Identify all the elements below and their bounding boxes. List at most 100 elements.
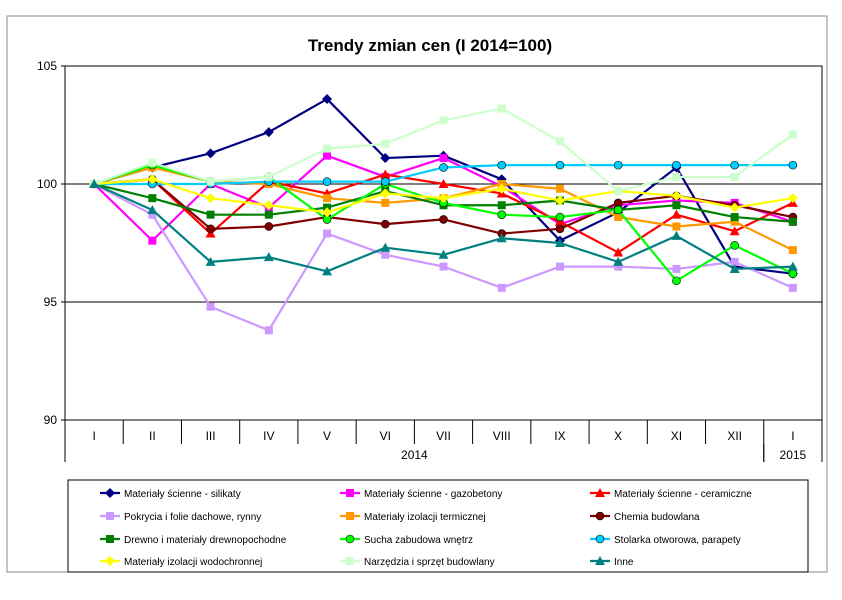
- data-point-0-3: [263, 127, 274, 138]
- data-point-3-4: [323, 229, 332, 238]
- data-point-10-8: [555, 137, 564, 146]
- legend-label-2: Materiały ścienne - ceramiczne: [614, 489, 752, 500]
- data-point-0-2: [205, 148, 216, 159]
- x-tick-label-5: VI: [380, 429, 391, 443]
- x-tick-label-4: V: [323, 429, 331, 443]
- legend-swatch-marker-2: [595, 488, 605, 497]
- data-point-5-6: [439, 215, 448, 224]
- x-tick-label-11: XII: [727, 429, 742, 443]
- legend-item-0: Materiały ścienne - silikaty: [100, 488, 241, 500]
- data-point-9-11: [729, 202, 740, 213]
- data-point-8-10: [672, 160, 681, 170]
- legend-label-5: Chemia budowlana: [614, 512, 700, 523]
- data-point-5-5: [380, 219, 390, 229]
- data-point-11-6: [438, 249, 449, 259]
- year-label-1: 2015: [780, 448, 807, 462]
- data-point-6-12: [788, 217, 797, 226]
- data-point-7-8: [555, 212, 565, 222]
- data-point-1-4: [323, 151, 332, 160]
- data-point-9-1: [147, 174, 158, 185]
- y-tick-label-0: 90: [44, 413, 58, 427]
- data-point-1-1: [148, 236, 157, 245]
- data-point-3-6: [439, 262, 448, 271]
- plot-frame: [64, 65, 823, 421]
- data-point-3-9: [614, 262, 623, 271]
- x-tick-label-1: II: [149, 429, 156, 443]
- data-point-11-1: [147, 204, 158, 214]
- x-tick-label-7: VIII: [493, 429, 511, 443]
- data-point-3-2: [206, 302, 215, 311]
- data-point-2-6: [438, 179, 449, 188]
- data-point-2-5: [380, 169, 391, 179]
- legend-item-4: Materiały izolacji termicznej: [340, 512, 486, 523]
- data-point-8-6: [439, 163, 448, 172]
- legend-swatch-marker-9: [105, 556, 115, 566]
- data-point-6-3: [264, 210, 273, 219]
- data-point-8-11: [730, 160, 739, 170]
- data-point-0-4: [322, 94, 333, 105]
- data-point-4-9: [614, 213, 623, 222]
- legend-box: [67, 479, 809, 573]
- data-point-9-7: [496, 183, 507, 194]
- data-point-2-11: [729, 226, 740, 236]
- x-tick-label-2: III: [206, 429, 216, 443]
- legend-swatch-marker-8: [595, 534, 605, 544]
- data-point-2-9: [613, 247, 624, 257]
- data-point-9-8: [554, 195, 565, 206]
- data-point-4-8: [555, 184, 564, 193]
- x-tick-label-3: IV: [263, 429, 274, 443]
- legend-item-5: Chemia budowlana: [590, 511, 700, 523]
- data-point-6-1: [148, 194, 157, 203]
- legend-item-6: Drewno i materiały drewnopochodne: [100, 535, 287, 546]
- data-point-11-2: [205, 256, 216, 266]
- legend-swatch-marker-11: [595, 556, 605, 565]
- data-point-10-2: [206, 177, 215, 186]
- legend-label-8: Stolarka otworowa, parapety: [614, 535, 741, 546]
- data-point-10-7: [497, 104, 506, 113]
- legend-swatch-marker-1: [346, 489, 354, 497]
- legend-label-6: Drewno i materiały drewnopochodne: [124, 535, 287, 546]
- data-point-8-8: [555, 160, 565, 170]
- year-label-0: 2014: [401, 448, 428, 462]
- y-tick-label-2: 100: [37, 177, 57, 191]
- series-11: [89, 179, 798, 276]
- data-point-11-7: [496, 233, 507, 243]
- data-point-6-11: [730, 213, 739, 222]
- data-point-4-5: [381, 198, 390, 207]
- legend-swatch-marker-7: [345, 534, 355, 544]
- data-point-4-12: [788, 246, 797, 255]
- legend-item-1: Materiały ścienne - gazobetony: [340, 489, 502, 500]
- x-tick-label-10: XI: [671, 429, 682, 443]
- data-point-11-4: [322, 266, 333, 276]
- data-point-8-4: [322, 177, 332, 186]
- data-point-8-7: [497, 160, 507, 170]
- data-point-11-8: [554, 238, 565, 247]
- data-point-11-12: [787, 261, 798, 271]
- data-point-3-5: [381, 250, 390, 259]
- legend-label-9: Materiały izolacji wodochronnej: [124, 557, 262, 568]
- legend-swatch-marker-10: [346, 557, 354, 565]
- data-point-11-11: [729, 263, 740, 273]
- data-point-9-12: [787, 193, 798, 204]
- legend-label-4: Materiały izolacji termicznej: [364, 512, 486, 523]
- data-point-7-12: [788, 269, 798, 278]
- data-point-3-7: [497, 283, 506, 292]
- data-point-8-9: [613, 160, 623, 170]
- data-point-6-10: [672, 201, 681, 210]
- data-point-11-5: [380, 242, 391, 252]
- legend-item-8: Stolarka otworowa, parapety: [590, 534, 741, 546]
- x-tick-label-6: VII: [436, 429, 451, 443]
- data-point-3-3: [264, 326, 273, 335]
- data-point-4-4: [323, 194, 332, 203]
- series-3: [90, 180, 797, 335]
- legend-item-3: Pokrycia i folie dachowe, rynny: [100, 512, 261, 523]
- legend-label-11: Inne: [614, 557, 634, 568]
- data-point-0-5: [380, 153, 391, 164]
- data-point-10-5: [381, 139, 390, 148]
- legend-swatch-marker-4: [346, 512, 354, 520]
- legend-label-0: Materiały ścienne - silikaty: [124, 489, 241, 500]
- data-point-7-10: [672, 276, 681, 286]
- legend-swatch-marker-6: [106, 535, 114, 543]
- legend-label-10: Narzędzia i sprzęt budowlany: [364, 557, 495, 568]
